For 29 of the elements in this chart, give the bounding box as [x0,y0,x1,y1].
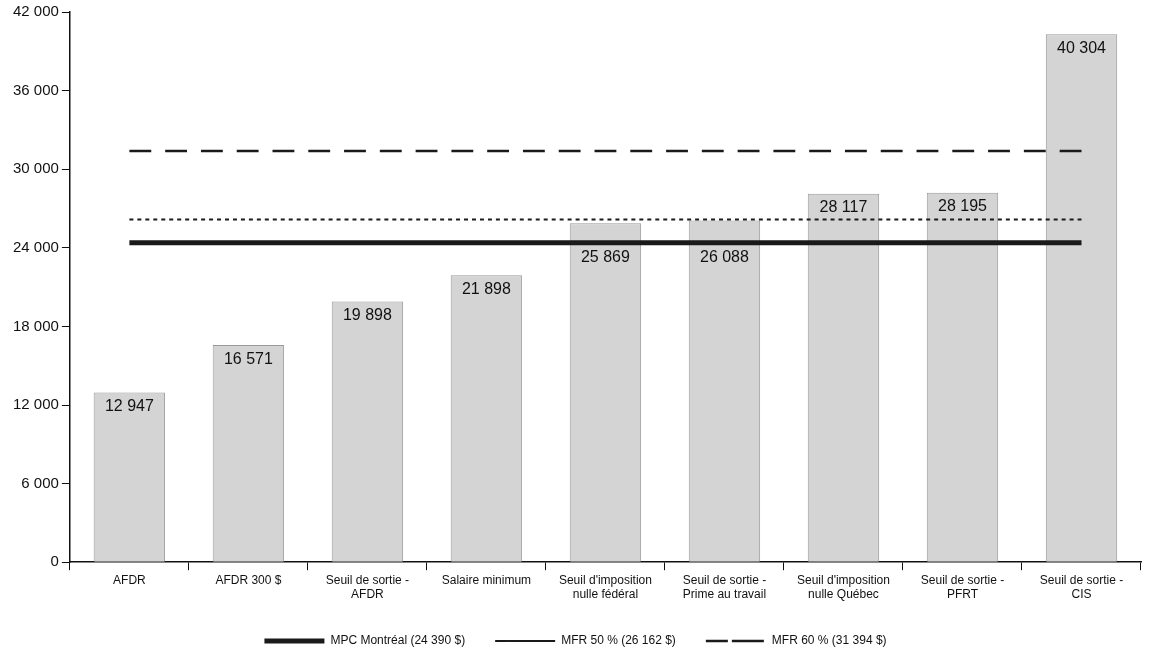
x-tick-label: Seuil d'imposition nulle Québec [796,572,890,602]
legend-label: MFR 50 % (26 162 $) [561,633,676,648]
data-label: 28 195 [938,197,988,215]
data-label: 12 947 [104,397,154,414]
y-tick-label: 18 000 [12,316,59,334]
x-tick-label: Seuil de sortie - PFRT [920,572,1005,602]
y-tick-label: 12 000 [12,395,59,413]
x-tick-label: Salaire minimum [441,572,532,587]
data-label: 28 117 [819,198,868,216]
data-label: 25 869 [580,248,631,266]
data-label: 19 898 [342,305,392,323]
x-tick-label: Seuil de sortie - CIS [1039,572,1124,602]
x-tick-label: Seuil de sortie - AFDR [325,572,410,602]
data-label: 40 304 [1057,38,1107,56]
y-tick-label: 24 000 [12,237,59,255]
x-tick-label: AFDR [113,572,147,587]
x-tick-label: Seuil d'imposition nulle fédéral [558,572,652,602]
y-tick-label: 42 000 [12,2,59,20]
data-label: 26 088 [699,248,750,266]
x-tick-label: AFDR 300 $ [215,572,282,587]
data-label: 21 898 [461,279,511,297]
data-label: 16 571 [223,349,273,367]
y-tick-label: 30 000 [12,159,59,177]
legend-label: MFR 60 % (31 394 $) [771,633,887,648]
y-tick-label: 36 000 [12,80,59,98]
y-tick-label: 6 000 [21,473,59,491]
y-tick-label: 0 [50,552,59,570]
x-tick-label: Seuil de sortie - Prime au travail [682,572,767,602]
legend-label: MPC Montréal (24 390 $) [330,633,466,648]
